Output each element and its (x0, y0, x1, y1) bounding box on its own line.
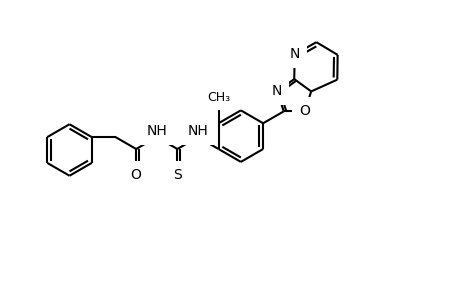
Text: O: O (299, 104, 309, 118)
Text: NH: NH (146, 124, 167, 138)
Text: NH: NH (187, 124, 208, 138)
Text: O: O (130, 168, 141, 182)
Text: CH₃: CH₃ (207, 91, 230, 103)
Text: N: N (289, 47, 299, 61)
Text: N: N (271, 84, 282, 98)
Text: S: S (173, 168, 181, 182)
